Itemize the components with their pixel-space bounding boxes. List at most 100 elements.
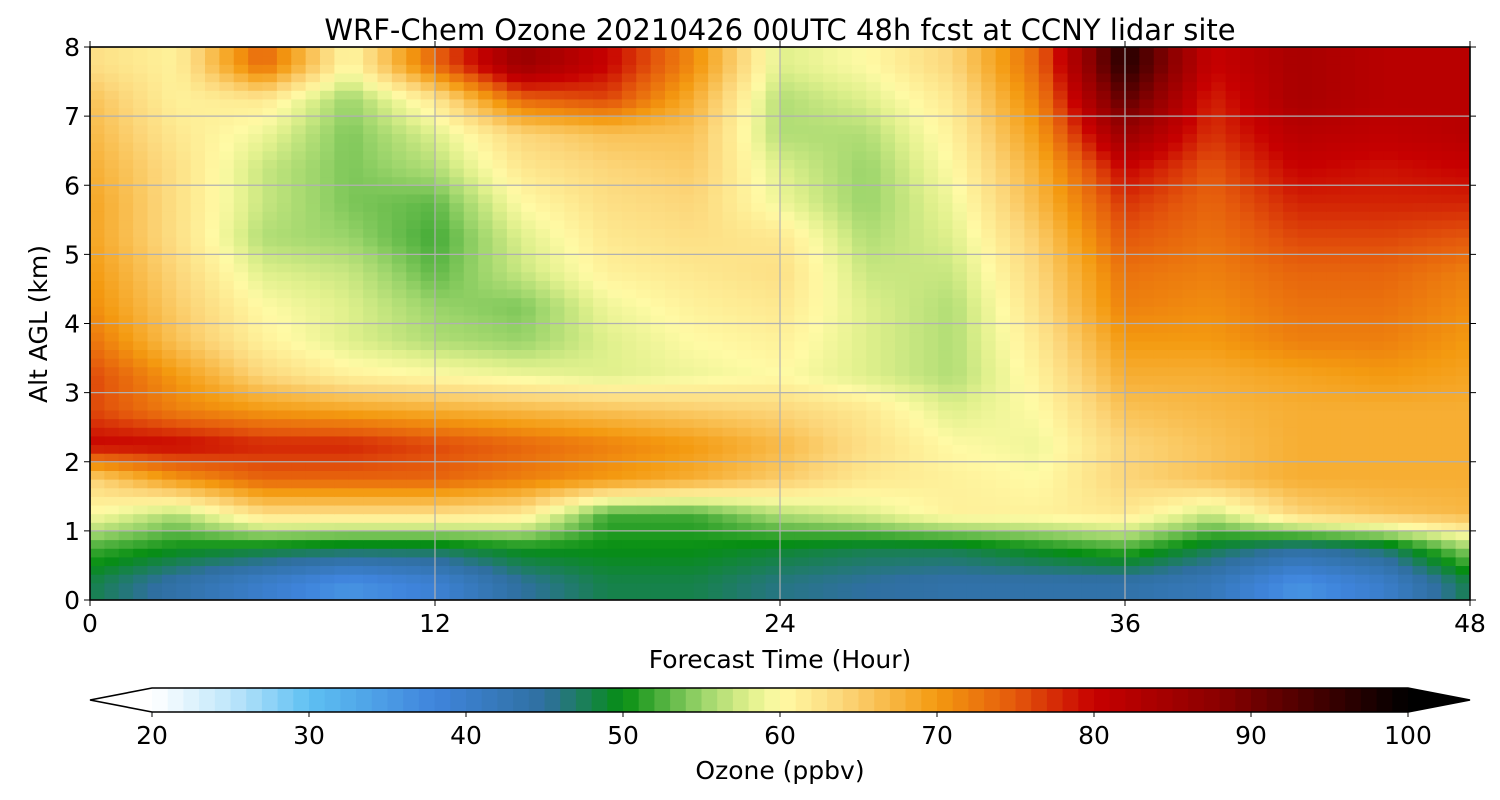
heatmap-cell — [248, 176, 264, 186]
heatmap-cell — [1010, 228, 1025, 238]
heatmap-cell — [262, 487, 278, 497]
heatmap-cell — [435, 176, 450, 186]
heatmap-cell — [1110, 271, 1126, 281]
heatmap-cell — [981, 288, 997, 299]
heatmap-cell — [1153, 167, 1169, 178]
heatmap-cell — [1010, 444, 1025, 454]
heatmap-cell — [1067, 280, 1083, 290]
heatmap-cell — [1225, 288, 1241, 299]
heatmap-cell — [679, 185, 695, 195]
heatmap-cell — [1139, 185, 1155, 195]
heatmap-cell — [938, 409, 954, 420]
heatmap-cell — [1297, 237, 1313, 247]
heatmap-cell — [1053, 358, 1069, 368]
heatmap-cell — [780, 392, 795, 402]
heatmap-cell — [1426, 392, 1442, 402]
heatmap-cell — [780, 185, 795, 195]
heatmap-cell — [291, 193, 307, 204]
heatmap-cell — [794, 453, 810, 463]
heatmap-cell — [449, 513, 465, 523]
heatmap-cell — [118, 453, 134, 463]
heatmap-cell — [147, 375, 163, 385]
heatmap-cell — [780, 556, 795, 567]
heatmap-cell — [521, 254, 537, 264]
heatmap-cell — [133, 263, 149, 273]
heatmap-cell — [564, 401, 580, 411]
heatmap-cell — [1369, 366, 1385, 376]
heatmap-cell — [276, 375, 292, 385]
heatmap-cell — [1355, 409, 1370, 420]
heatmap-cell — [1053, 530, 1069, 541]
heatmap-cell — [650, 332, 666, 342]
heatmap-cell — [118, 349, 134, 359]
heatmap-cell — [765, 254, 781, 264]
heatmap-cell — [1139, 202, 1155, 212]
heatmap-cell — [492, 159, 508, 169]
heatmap-cell — [1110, 435, 1126, 446]
heatmap-cell — [1426, 574, 1442, 584]
heatmap-cell — [161, 487, 177, 497]
heatmap-cell — [334, 401, 350, 411]
heatmap-cell — [1139, 444, 1155, 454]
heatmap-cell — [751, 340, 767, 351]
heatmap-cell — [895, 332, 910, 342]
heatmap-cell — [262, 479, 278, 489]
heatmap-cell — [363, 487, 379, 497]
heatmap-cell — [1254, 263, 1270, 273]
heatmap-cell — [722, 237, 738, 247]
heatmap-cell — [1412, 487, 1428, 497]
heatmap-cell — [966, 288, 982, 299]
heatmap-cell — [291, 237, 307, 247]
heatmap-cell — [478, 375, 494, 385]
heatmap-cell — [449, 401, 465, 411]
heatmap-cell — [938, 280, 954, 290]
heatmap-cell — [262, 185, 278, 195]
heatmap-cell — [1254, 444, 1270, 454]
heatmap-cell — [1254, 280, 1270, 290]
heatmap-cell — [909, 444, 925, 454]
heatmap-cell — [118, 237, 134, 247]
heatmap-cell — [895, 487, 910, 497]
heatmap-cell — [406, 453, 422, 463]
heatmap-cell — [636, 556, 652, 567]
heatmap-cell — [636, 375, 652, 385]
heatmap-cell — [1010, 288, 1025, 299]
heatmap-cell — [966, 392, 982, 402]
heatmap-cell — [363, 565, 379, 575]
heatmap-cell — [1125, 427, 1140, 437]
heatmap-cell — [895, 582, 910, 592]
heatmap-cell — [981, 470, 997, 480]
heatmap-cell — [1081, 202, 1097, 212]
heatmap-cell — [578, 288, 594, 299]
heatmap-cell — [938, 358, 954, 368]
heatmap-cell — [995, 306, 1011, 316]
heatmap-cell — [1125, 202, 1140, 212]
heatmap-cell — [794, 297, 810, 307]
heatmap-cell — [823, 591, 839, 600]
heatmap-cell — [808, 418, 824, 428]
heatmap-cell — [607, 219, 623, 230]
heatmap-cell — [1010, 582, 1025, 592]
heatmap-cell — [578, 366, 594, 376]
heatmap-cell — [1326, 366, 1342, 376]
heatmap-cell — [1383, 565, 1399, 575]
heatmap-cell — [1326, 245, 1342, 255]
heatmap-cell — [492, 314, 508, 325]
heatmap-cell — [1240, 288, 1255, 299]
heatmap-cell — [621, 202, 637, 212]
heatmap-cell — [808, 375, 824, 385]
heatmap-cell — [1268, 487, 1284, 497]
heatmap-cell — [1398, 176, 1414, 186]
heatmap-cell — [492, 496, 508, 506]
heatmap-cell — [1096, 504, 1112, 515]
heatmap-cell — [1254, 427, 1270, 437]
heatmap-cell — [722, 444, 738, 454]
heatmap-cell — [722, 332, 738, 342]
heatmap-cell — [679, 211, 695, 221]
heatmap-cell — [780, 167, 795, 178]
heatmap-cell — [1398, 349, 1414, 359]
heatmap-cell — [1067, 565, 1083, 575]
heatmap-cell — [492, 306, 508, 316]
heatmap-cell — [1182, 167, 1198, 178]
heatmap-cell — [895, 237, 910, 247]
